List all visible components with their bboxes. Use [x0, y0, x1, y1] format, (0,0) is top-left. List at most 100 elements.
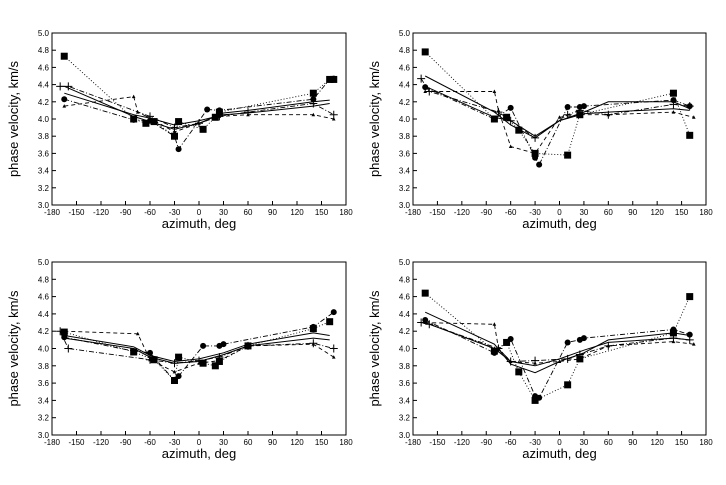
y-tick-label: 3.4: [38, 396, 50, 405]
x-tick-label: 0: [557, 208, 562, 217]
data-point-triangle: [311, 112, 316, 117]
data-point-plus: [425, 320, 434, 329]
series-line: [64, 321, 330, 382]
data-point-plus: [244, 341, 252, 350]
data-point-circle: [422, 84, 429, 91]
data-point-square: [421, 48, 429, 56]
data-point-triangle: [671, 110, 676, 114]
series-6: [56, 327, 338, 368]
y-tick-label: 3.8: [38, 362, 50, 371]
data-point-plus: [215, 112, 224, 121]
y-tick-label: 3.0: [399, 431, 411, 440]
data-point-plus: [494, 344, 503, 353]
x-tick-label: -150: [68, 438, 85, 447]
y-tick-label: 4.0: [38, 115, 50, 124]
data-point-triangle: [423, 89, 428, 93]
y-tick-label: 4.0: [38, 345, 50, 354]
x-tick-label: -30: [169, 208, 181, 217]
y-tick-label: 4.4: [38, 81, 50, 90]
data-point-circle: [564, 103, 571, 110]
x-tick-label: -180: [405, 438, 422, 447]
y-tick-label: 4.6: [399, 293, 411, 302]
data-point-circle: [330, 75, 337, 82]
data-point-plus: [506, 357, 515, 366]
series-line: [64, 332, 330, 363]
data-point-circle: [61, 96, 68, 103]
data-point-plus: [146, 112, 154, 121]
data-point-square: [515, 368, 523, 376]
series-1: [424, 75, 690, 139]
data-point-plus: [170, 359, 179, 368]
x-tick-label: -30: [169, 438, 181, 447]
x-tick-label: -120: [93, 438, 110, 447]
plot-frame: [412, 261, 707, 436]
x-tick-label: -60: [505, 208, 517, 217]
data-point-circle: [130, 348, 137, 355]
data-point-circle: [536, 394, 543, 401]
x-tick-label: 60: [244, 208, 253, 217]
data-point-square: [211, 113, 219, 121]
y-tick-label: 3.8: [399, 132, 411, 141]
data-point-plus: [170, 123, 179, 132]
data-point-square: [686, 131, 694, 139]
x-tick-label: -120: [454, 208, 471, 217]
plot-frame: [412, 32, 707, 206]
series-line: [425, 322, 690, 367]
data-point-triangle: [172, 369, 177, 374]
data-point-plus: [563, 354, 572, 363]
x-tick-label: 90: [628, 208, 637, 217]
chart-panel-1: -180 -150 -120 -90 -60 -30 0 30 60 90 120 150 180 3.0…: [6, 29, 353, 231]
data-point-plus: [425, 87, 434, 96]
data-point-triangle: [62, 329, 67, 333]
data-point-circle: [491, 116, 498, 122]
chart-panel-3: -180 -150 -120 -90 -60 -30 0 30 60 90 120 150 180 3.0…: [6, 258, 353, 461]
data-point-plus: [195, 356, 203, 365]
data-point-circle: [507, 335, 514, 342]
data-point-triangle: [331, 117, 336, 121]
data-point-plus: [685, 102, 694, 111]
series-4: [422, 316, 693, 401]
x-tick-label: 120: [650, 438, 664, 447]
data-point-triangle: [557, 359, 562, 363]
y-tick-label: 5.0: [38, 29, 50, 38]
data-point-plus: [669, 334, 678, 343]
plot-frame: [51, 261, 347, 436]
data-point-circle: [220, 341, 227, 348]
y-tick-label: 4.6: [399, 63, 411, 72]
data-point-square: [669, 329, 677, 337]
series-1: [424, 311, 690, 374]
x-tick-label: 180: [699, 208, 713, 217]
x-axis-label: azimuth, deg: [522, 216, 596, 231]
y-tick-label: 3.6: [38, 149, 50, 158]
data-point-circle: [171, 377, 178, 384]
series-line: [424, 85, 690, 137]
plot-frame: [51, 32, 347, 206]
data-point-square: [175, 353, 183, 361]
y-tick-label: 3.4: [399, 396, 411, 405]
data-point-plus: [417, 318, 426, 327]
y-tick-label: 3.6: [38, 379, 50, 388]
data-point-circle: [216, 107, 223, 114]
data-point-circle: [175, 373, 182, 380]
data-point-triangle: [331, 355, 336, 359]
series-line: [425, 86, 690, 166]
x-tick-label: 0: [197, 208, 202, 217]
x-axis-label: azimuth, deg: [522, 446, 596, 461]
x-tick-label: 90: [628, 438, 637, 447]
data-point-square: [326, 318, 334, 326]
data-point-circle: [507, 104, 514, 111]
x-tick-label: -30: [529, 208, 541, 217]
data-point-plus: [494, 108, 503, 117]
y-axis-label: phase velocity, km/s: [6, 60, 21, 177]
data-point-plus: [244, 108, 252, 117]
data-point-square: [199, 125, 207, 133]
data-point-square: [686, 293, 694, 301]
x-tick-label: 30: [219, 208, 228, 217]
x-tick-label: -60: [144, 208, 156, 217]
series-5: [423, 320, 696, 365]
x-tick-label: -180: [44, 438, 61, 447]
x-tick-label: 30: [219, 438, 228, 447]
y-tick-label: 4.8: [38, 46, 50, 55]
data-point-square: [150, 356, 158, 364]
